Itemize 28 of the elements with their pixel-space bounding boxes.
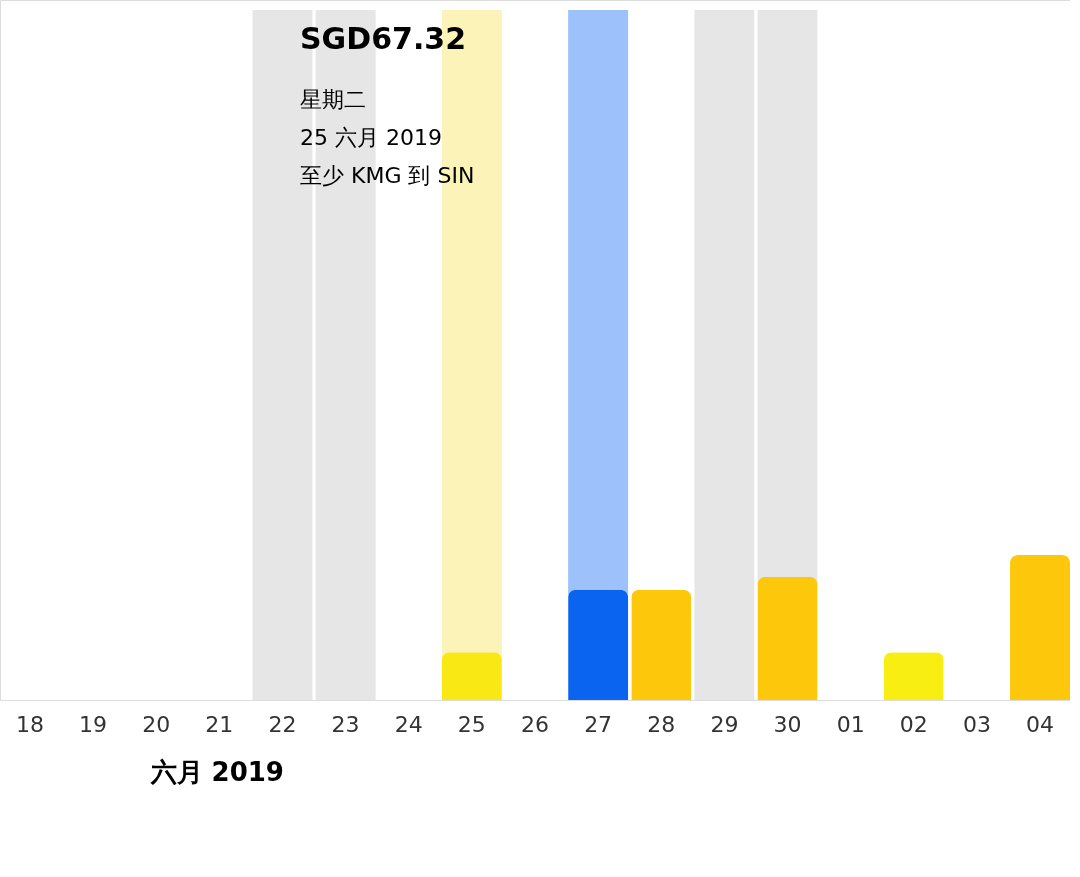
x-tick-label: 03 xyxy=(962,711,991,737)
bar xyxy=(757,576,818,700)
bar xyxy=(441,652,502,700)
x-tick-label: 04 xyxy=(1026,711,1055,737)
bar xyxy=(883,652,944,700)
x-tick-label: 24 xyxy=(394,711,423,737)
x-tick-label: 21 xyxy=(205,711,234,737)
x-axis-title: 六月 2019 xyxy=(149,756,284,787)
text: 星期二 xyxy=(300,87,366,112)
text: SGD67.32 xyxy=(300,21,467,56)
x-tick-label: 30 xyxy=(773,711,802,737)
text: 至少 KMG 到 SIN xyxy=(300,163,475,188)
bar xyxy=(631,589,692,700)
bar xyxy=(1010,555,1070,700)
x-tick-label: 02 xyxy=(899,711,928,737)
x-tick-label: 25 xyxy=(457,711,486,737)
x-tick-label: 20 xyxy=(142,711,171,737)
bar xyxy=(568,589,629,700)
x-tick-label: 01 xyxy=(836,711,865,737)
x-tick-label: 27 xyxy=(584,711,613,737)
x-tick-label: 23 xyxy=(331,711,360,737)
x-tick-label: 22 xyxy=(268,711,297,737)
x-tick-label: 26 xyxy=(521,711,549,737)
x-tick-label: 28 xyxy=(647,711,676,737)
text: 25 六月 2019 xyxy=(300,125,442,150)
x-tick-label: 19 xyxy=(79,711,108,737)
x-tick-label: 29 xyxy=(710,711,739,737)
x-tick-label: 18 xyxy=(15,711,44,737)
